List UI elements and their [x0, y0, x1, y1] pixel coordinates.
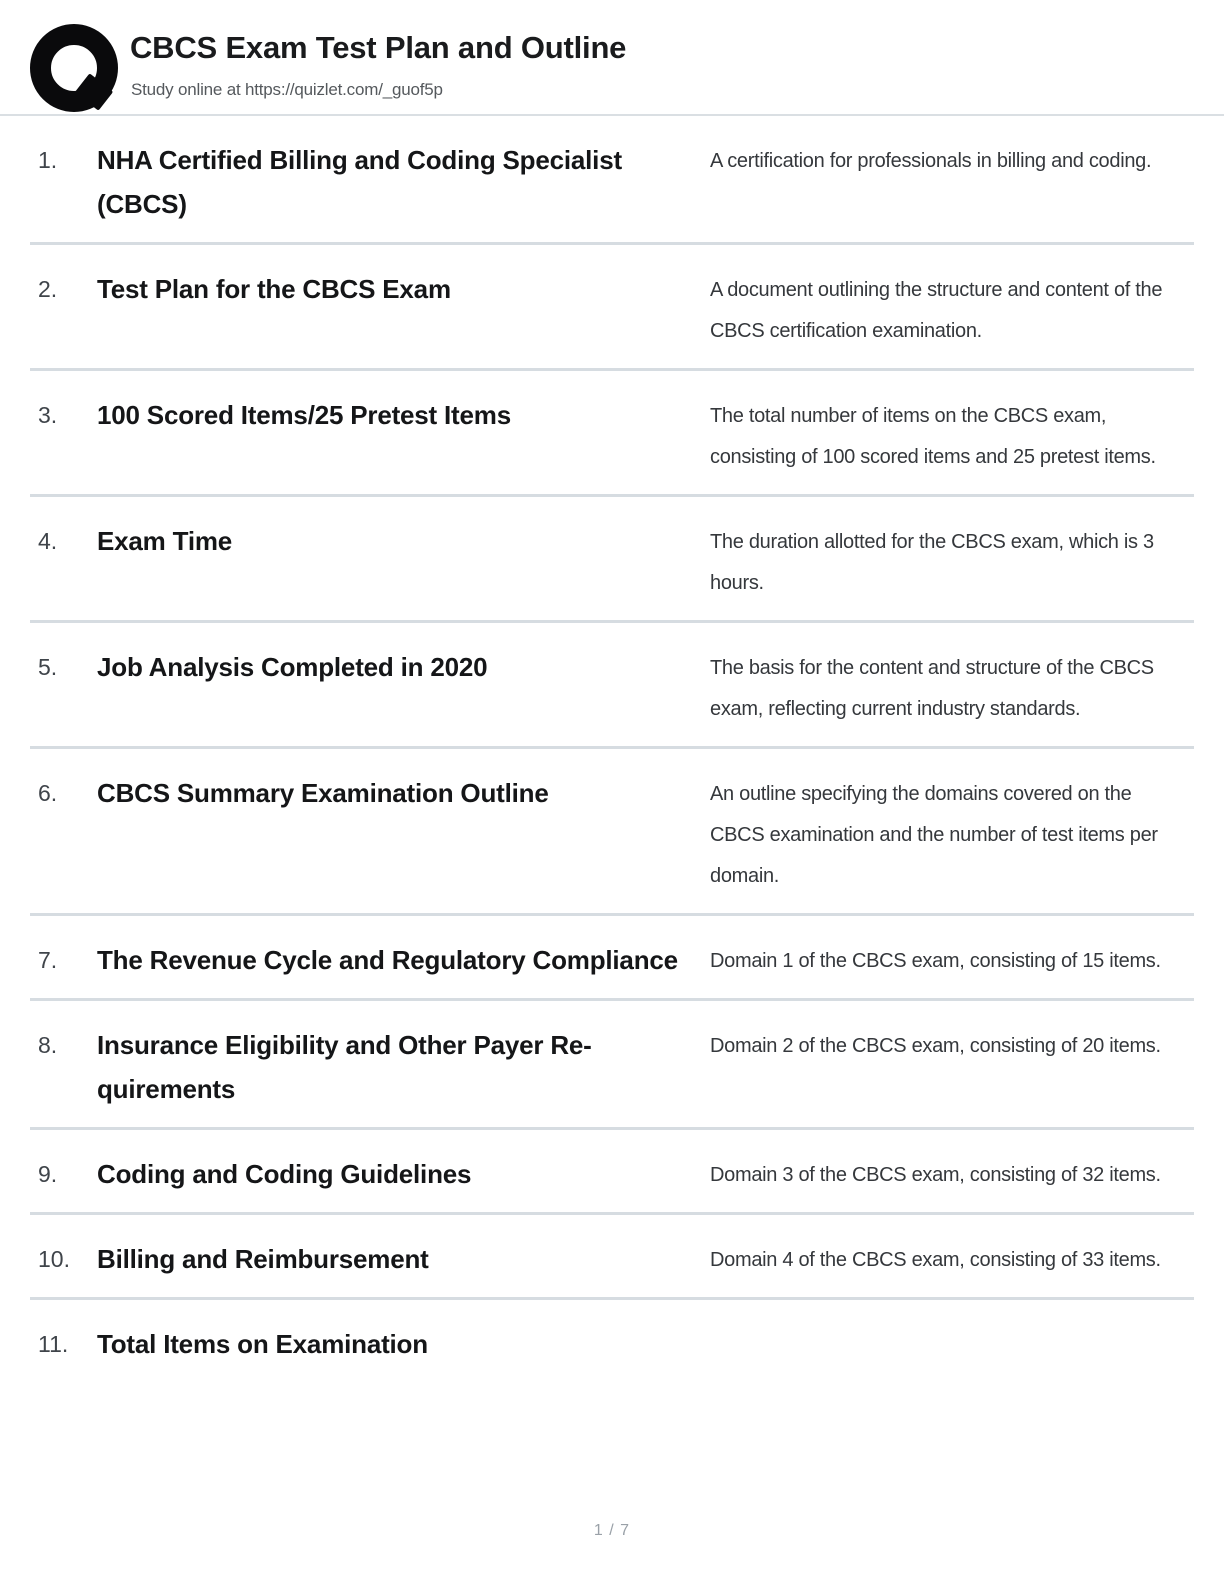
card-term: Job Analysis Completed in 2020 — [97, 652, 488, 682]
card-definition: Domain 3 of the CBCS exam, consisting of… — [710, 1164, 1161, 1186]
card-row-2: 2. Test Plan for the CBCS Exam A documen… — [30, 245, 1194, 371]
page-header: CBCS Exam Test Plan and Outline Study on… — [0, 0, 1224, 116]
card-term: Insurance Eligibility and Other Payer Re… — [97, 1030, 592, 1104]
card-definition: Domain 1 of the CBCS exam, consisting of… — [710, 950, 1161, 972]
card-row-7: 7. The Revenue Cycle and Regulatory Com­… — [30, 916, 1194, 1001]
study-online-url: Study online at https://quizlet.com/_guo… — [131, 80, 443, 99]
card-definition: A document outlining the structure and c… — [710, 279, 1163, 342]
card-number: 9. — [38, 1161, 58, 1187]
card-row-4: 4. Exam Time The duration allotted for t… — [30, 497, 1194, 623]
card-row-9: 9. Coding and Coding Guidelines Domain 3… — [30, 1130, 1194, 1215]
card-row-8: 8. Insurance Eligibility and Other Payer… — [30, 1001, 1194, 1130]
card-definition: The duration allotted for the CBCS exam,… — [710, 531, 1154, 594]
card-term: NHA Certified Billing and Coding Special… — [97, 145, 622, 219]
card-number: 7. — [38, 947, 58, 973]
card-row-3: 3. 100 Scored Items/25 Pretest Items The… — [30, 371, 1194, 497]
card-row-11: 11. Total Items on Examination — [30, 1300, 1194, 1382]
card-list: 1. NHA Certified Billing and Coding Spec… — [0, 116, 1224, 1382]
card-term: Total Items on Examination — [97, 1329, 428, 1359]
card-row-1: 1. NHA Certified Billing and Coding Spec… — [30, 116, 1194, 245]
card-row-6: 6. CBCS Summary Examination Outline An o… — [30, 749, 1194, 916]
card-definition: An outline specifying the domains covere… — [710, 783, 1158, 887]
card-term: 100 Scored Items/25 Pretest Items — [97, 400, 511, 430]
card-definition: Domain 2 of the CBCS exam, consisting of… — [710, 1035, 1161, 1057]
card-term: Coding and Coding Guidelines — [97, 1159, 472, 1189]
card-number: 3. — [38, 402, 58, 428]
card-definition — [710, 1322, 1194, 1366]
card-row-5: 5. Job Analysis Completed in 2020 The ba… — [30, 623, 1194, 749]
card-number: 5. — [38, 654, 58, 680]
card-definition: Domain 4 of the CBCS exam, consisting of… — [710, 1249, 1161, 1271]
card-number: 1. — [38, 147, 58, 173]
card-term: CBCS Summary Examination Outline — [97, 778, 549, 808]
card-number: 10. — [38, 1246, 70, 1272]
card-number: 4. — [38, 528, 58, 554]
card-definition: The total number of items on the CBCS ex… — [710, 405, 1156, 468]
card-number: 6. — [38, 780, 58, 806]
card-number: 2. — [38, 276, 58, 302]
card-term: The Revenue Cycle and Regulatory Com­pli… — [97, 945, 678, 975]
card-definition: The basis for the content and structure … — [710, 657, 1154, 720]
card-number: 11. — [38, 1331, 69, 1357]
card-term: Billing and Reimbursement — [97, 1244, 429, 1274]
card-number: 8. — [38, 1032, 58, 1058]
card-row-10: 10. Billing and Reimbursement Domain 4 o… — [30, 1215, 1194, 1300]
card-term: Exam Time — [97, 526, 233, 556]
card-definition: A certification for professionals in bil… — [710, 150, 1152, 172]
quizlet-q-logo-icon — [30, 24, 118, 112]
q-logo-tail — [74, 73, 114, 111]
card-term: Test Plan for the CBCS Exam — [97, 274, 451, 304]
page-number: 1 / 7 — [593, 1522, 631, 1539]
page-title: CBCS Exam Test Plan and Outline — [130, 30, 627, 65]
